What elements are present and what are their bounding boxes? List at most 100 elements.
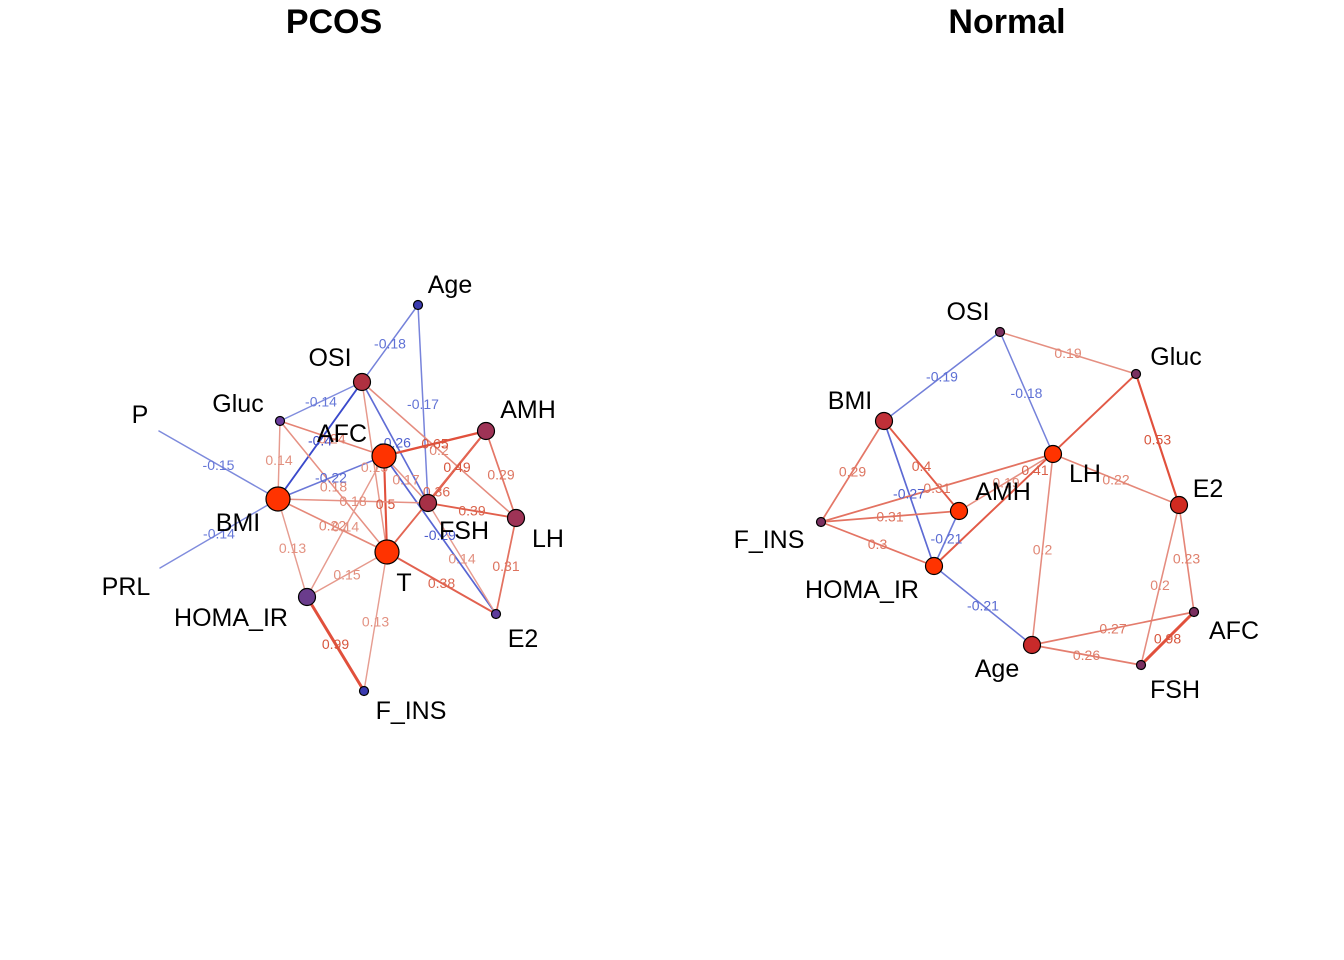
- pcos-edge-AFC-AMH: [382, 429, 488, 458]
- pcos-edge-label-FSH-E2: 0.14: [448, 551, 475, 567]
- pcos-edge-OSI-BMI: [277, 381, 363, 500]
- pcos-edge-label-BMI-HOMA_IR: 0.13: [279, 540, 306, 556]
- normal-node-label-HOMA_IR: HOMA_IR: [805, 576, 919, 604]
- normal-edge-label-F_INS-HOMA_IR: 0.3: [868, 536, 888, 552]
- pcos-node-label-Gluc: Gluc: [212, 390, 263, 418]
- normal-edge-label-Gluc-E2: 0.53: [1144, 432, 1171, 448]
- pcos-node-F_INS: [358, 685, 370, 697]
- normal-edge-E2-FSH: [1140, 504, 1180, 666]
- pcos-edge-label-AFC-T: 0.5: [376, 496, 396, 512]
- pcos-node-label-AMH: AMH: [500, 396, 556, 424]
- pcos-edge-AFC-HOMA_IR: [306, 455, 385, 598]
- pcos-edge-label-T-HOMA_IR: 0.15: [333, 567, 360, 583]
- normal-edge-label-LH-AMH: 0.19: [992, 475, 1019, 491]
- pcos-edge-HOMA_IR-F_INS: [305, 595, 366, 693]
- normal-edge-label-HOMA_IR-Age: -0.21: [967, 598, 999, 614]
- pcos-edge-label-OSI-LH: 0.2: [429, 442, 449, 458]
- pcos-edge-label-OSI-Gluc: -0.14: [305, 394, 337, 410]
- normal-node-BMI: [874, 411, 894, 431]
- normal-edge-BMI-HOMA_IR: [883, 420, 935, 567]
- pcos-edge-FSH-E2: [427, 502, 497, 615]
- normal-node-label-BMI: BMI: [828, 387, 872, 415]
- normal-node-F_INS: [815, 516, 827, 528]
- pcos-edge-AFC-E2: [383, 455, 497, 615]
- pcos-node-label-FSH: FSH: [439, 517, 489, 545]
- pcos-edge-AMH-LH: [485, 430, 517, 519]
- pcos-edge-label-HOMA_IR-F_INS: 0.99: [322, 636, 349, 652]
- normal-edge-label-E2-AFC: 0.23: [1173, 551, 1200, 567]
- pcos-edge-OSI-Gluc: [279, 381, 363, 422]
- pcos-edge-label-AMH-LH: 0.29: [487, 467, 514, 483]
- pcos-edge-AFC-T: [382, 454, 389, 554]
- pcos-node-label-T: T: [396, 569, 411, 597]
- normal-node-Age: [1022, 635, 1042, 655]
- normal-edge-label-Age-FSH: 0.26: [1073, 647, 1100, 663]
- pcos-edge-label-OSI-BMI: -0.4: [308, 433, 332, 449]
- normal-node-label-FSH: FSH: [1150, 676, 1200, 704]
- pcos-edge-Gluc-T: [279, 420, 388, 553]
- pcos-edge-label-Age-FSH: -0.17: [407, 396, 439, 412]
- pcos-edge-label-Gluc-T: 0.18: [320, 479, 347, 495]
- pcos-edge-T-HOMA_IR: [306, 551, 388, 598]
- pcos-edge-T-F_INS: [363, 551, 388, 692]
- pcos-panel-title: PCOS: [286, 3, 382, 41]
- pcos-edge-label-T-F_INS: 0.13: [362, 614, 389, 630]
- normal-node-AFC: [1188, 606, 1200, 618]
- normal-edge-HOMA_IR-Age: [933, 565, 1033, 646]
- normal-edge-AFC-FSH: [1139, 610, 1196, 667]
- pcos-edge-label-Age-OSI: -0.18: [374, 336, 406, 352]
- normal-node-label-OSI: OSI: [946, 298, 989, 326]
- normal-edge-label-LH-Age: 0.2: [1033, 542, 1053, 558]
- pcos-edge-label-AMH-FSH: 0.49: [443, 459, 470, 475]
- normal-edge-OSI-LH: [999, 331, 1054, 455]
- pcos-edge-label-BMI-FSH: 0.18: [339, 493, 366, 509]
- normal-edge-label-AFC-FSH: 0.98: [1154, 631, 1181, 647]
- normal-edge-label-E2-FSH: 0.2: [1150, 577, 1170, 593]
- pcos-edge-label-T-E2: 0.38: [428, 575, 455, 591]
- pcos-edge-label-AFC-HOMA_IR: 0.14: [332, 519, 359, 535]
- pcos-edge-LH-E2: [495, 517, 517, 615]
- pcos-node-label-E2: E2: [508, 625, 539, 653]
- pcos-node-label-AFC: AFC: [317, 420, 367, 448]
- normal-edge-label-Age-AFC: 0.27: [1099, 621, 1126, 637]
- pcos-edge-label-P-BMI: -0.15: [203, 457, 235, 473]
- normal-edge-Gluc-HOMA_IR: [933, 373, 1137, 567]
- normal-edge-label-LH-E2: 0.22: [1102, 472, 1129, 488]
- normal-edge-label-BMI-AMH: 0.4: [912, 458, 932, 474]
- pcos-node-T: [374, 539, 400, 565]
- pcos-node-label-Age: Age: [428, 271, 472, 299]
- normal-edge-label-OSI-BMI: -0.19: [926, 369, 958, 385]
- pcos-node-FSH: [418, 493, 438, 513]
- normal-edge-LH-F_INS: [820, 453, 1054, 523]
- pcos-edge-BMI-PRL: [159, 498, 279, 569]
- pcos-edge-label-BMI-PRL: -0.14: [203, 526, 235, 542]
- pcos-edge-Age-FSH: [417, 304, 429, 504]
- normal-edge-label-BMI-HOMA_IR: -0.27: [893, 486, 925, 502]
- normal-edge-LH-Age: [1031, 453, 1054, 646]
- pcos-edge-label-AFC-E2: -0.29: [424, 527, 456, 543]
- normal-edge-label-LH-F_INS: 0.31: [923, 480, 950, 496]
- normal-node-label-Gluc: Gluc: [1150, 343, 1201, 371]
- pcos-edge-Gluc-BMI: [277, 420, 281, 500]
- pcos-edge-AFC-BMI: [277, 455, 385, 500]
- pcos-node-label-LH: LH: [532, 525, 564, 553]
- pcos-node-label-P: P: [132, 401, 149, 429]
- pcos-node-label-PRL: PRL: [102, 573, 151, 601]
- pcos-edge-FSH-LH: [427, 502, 517, 519]
- pcos-node-label-BMI: BMI: [216, 509, 260, 537]
- pcos-edge-label-AFC-FSH: 0.17: [392, 472, 419, 488]
- normal-edge-label-OSI-LH: -0.18: [1011, 385, 1043, 401]
- normal-edge-Gluc-E2: [1134, 372, 1181, 507]
- normal-edge-F_INS-HOMA_IR: [820, 521, 935, 567]
- pcos-node-AFC: [371, 443, 397, 469]
- pcos-edge-T-E2: [386, 551, 497, 615]
- pcos-node-Age: [412, 299, 424, 311]
- normal-edge-label-Gluc-HOMA_IR: 0.41: [1021, 462, 1048, 478]
- normal-node-label-E2: E2: [1193, 475, 1224, 503]
- pcos-node-label-F_INS: F_INS: [376, 697, 447, 725]
- normal-node-label-AFC: AFC: [1209, 617, 1259, 645]
- normal-edge-LH-AMH: [958, 453, 1054, 512]
- normal-edge-label-AMH-F_INS: 0.31: [876, 509, 903, 525]
- normal-panel: Normal -0.19 0.19 -0.18 0.41 0.53 0.4 0.29 -0.2…: [734, 3, 1259, 704]
- pcos-edge-OSI-FSH: [361, 381, 429, 504]
